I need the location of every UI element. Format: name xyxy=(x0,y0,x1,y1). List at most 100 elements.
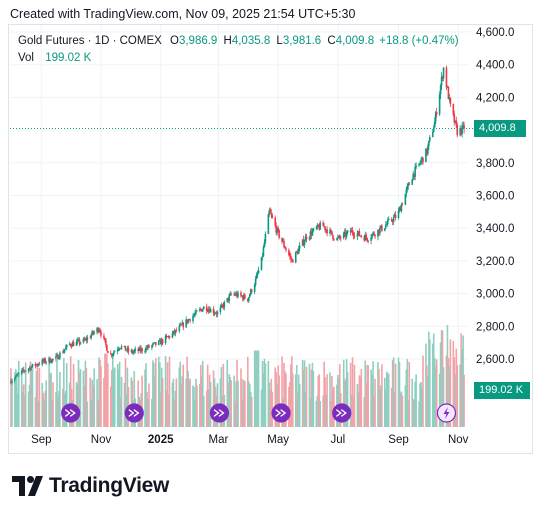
volume-bar-46 xyxy=(72,363,75,427)
candle-body-185 xyxy=(263,242,266,247)
candle-body-174 xyxy=(248,294,251,298)
candle-body-108 xyxy=(158,339,161,341)
volume-bar-71 xyxy=(107,363,109,427)
candle-body-317 xyxy=(445,67,448,88)
candle-body-241 xyxy=(339,237,342,239)
volume-bar-222 xyxy=(315,400,318,427)
close-value: 4,009.8 xyxy=(335,35,375,47)
volume-bar-233 xyxy=(330,400,332,427)
volume-bar-311 xyxy=(435,359,438,427)
volume-bar-167 xyxy=(240,368,242,427)
fast-forward-glyph-icon-4 xyxy=(336,409,347,417)
volume-bar-20 xyxy=(37,401,40,427)
volume-bar-325 xyxy=(455,348,458,427)
candle-body-1 xyxy=(11,381,13,384)
volume-bar-247 xyxy=(349,362,352,427)
volume-bar-64 xyxy=(98,357,100,427)
candle-body-4 xyxy=(16,374,18,377)
candle-body-311 xyxy=(435,112,438,115)
candle-body-114 xyxy=(166,336,169,338)
candle-body-61 xyxy=(93,332,95,334)
volume-bar-265 xyxy=(373,395,375,427)
volume-bar-316 xyxy=(442,367,445,427)
volume-bar-13 xyxy=(28,384,31,427)
tradingview-logo[interactable]: TradingView xyxy=(12,473,169,499)
candle-body-161 xyxy=(230,293,232,295)
volume-bar-248 xyxy=(350,394,353,427)
candle-body-193 xyxy=(275,225,277,233)
candle-body-250 xyxy=(352,233,355,236)
volume-bar-294 xyxy=(413,399,415,427)
candle-body-206 xyxy=(292,259,294,263)
candle-body-96 xyxy=(141,348,143,352)
volume-bar-312 xyxy=(438,373,441,427)
volume-bar-266 xyxy=(374,378,376,427)
volume-bar-114 xyxy=(166,362,169,427)
volume-bar-330 xyxy=(462,335,464,427)
candle-body-321 xyxy=(449,97,452,105)
candle-body-58 xyxy=(90,334,93,338)
volume-bar-275 xyxy=(386,372,389,427)
candle-body-148 xyxy=(213,313,216,315)
y-tick-label-4: 3,400.0 xyxy=(476,223,514,235)
volume-bar-1 xyxy=(11,378,13,427)
candle-body-147 xyxy=(212,308,215,314)
candle-body-295 xyxy=(414,166,416,177)
x-tick-label-2: 2025 xyxy=(148,434,174,446)
volume-bar-212 xyxy=(301,359,304,427)
candle-body-77 xyxy=(116,349,119,352)
candle-body-238 xyxy=(337,237,339,239)
candle-body-228 xyxy=(323,226,325,227)
chart-frame[interactable] xyxy=(8,24,533,454)
symbol-legend: Gold Futures · 1D · COMEX O3,986.9 H4,03… xyxy=(18,35,459,47)
volume-bar-267 xyxy=(377,362,379,427)
volume-bar-225 xyxy=(318,374,321,427)
fast-forward-glyph-icon-3 xyxy=(275,409,287,417)
candle-body-13 xyxy=(28,367,31,369)
volume-bar-299 xyxy=(420,381,422,427)
volume-bar-271 xyxy=(381,364,383,427)
volume-bar-281 xyxy=(394,363,397,427)
volume-bar-173 xyxy=(247,381,250,427)
volume-bar-238 xyxy=(337,375,339,427)
volume-bar-284 xyxy=(399,393,402,427)
candle-body-233 xyxy=(330,229,332,232)
volume-bar-123 xyxy=(179,361,182,427)
candle-body-301 xyxy=(422,157,424,163)
candle-body-220 xyxy=(311,231,314,236)
volume-bar-28 xyxy=(49,374,51,427)
volume-bar-142 xyxy=(205,390,208,427)
candle-body-82 xyxy=(123,345,126,347)
volume-bar-16 xyxy=(31,367,34,427)
volume-bar-8 xyxy=(21,391,24,427)
candle-body-129 xyxy=(187,319,189,323)
candle-body-243 xyxy=(343,231,346,234)
candle-body-235 xyxy=(332,235,334,239)
volume-bar-172 xyxy=(247,356,249,427)
candle-body-231 xyxy=(326,229,328,234)
volume-bar-69 xyxy=(105,353,107,427)
volume-bar-192 xyxy=(274,367,277,427)
volume-bar-243 xyxy=(343,380,346,427)
candle-body-48 xyxy=(76,340,79,342)
candle-body-213 xyxy=(302,239,305,245)
low-label: L xyxy=(276,35,283,47)
candle-body-118 xyxy=(172,330,175,334)
candle-body-182 xyxy=(260,257,263,271)
volume-bar-74 xyxy=(111,358,114,427)
volume-bar-230 xyxy=(325,394,327,427)
candle-body-104 xyxy=(153,342,155,344)
volume-bar-153 xyxy=(220,366,223,427)
volume-bar-258 xyxy=(364,360,367,427)
volume-bar-182 xyxy=(260,389,263,427)
volume-bar-197 xyxy=(281,356,283,427)
tradingview-logo-icon xyxy=(12,476,43,496)
volume-bar-278 xyxy=(391,360,394,427)
volume-bar-323 xyxy=(453,357,456,427)
volume-bar-119 xyxy=(173,399,176,427)
candle-body-210 xyxy=(297,248,300,254)
volume-bar-55 xyxy=(85,367,88,427)
candle-body-46 xyxy=(72,342,75,346)
volume-bar-15 xyxy=(30,369,33,427)
